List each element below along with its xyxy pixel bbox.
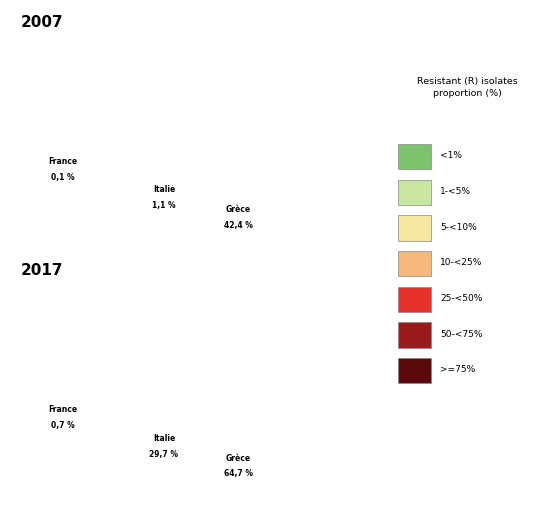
Text: <1%: <1% [440, 152, 462, 160]
Text: 2017: 2017 [20, 263, 63, 278]
Text: Grèce: Grèce [225, 205, 251, 214]
FancyBboxPatch shape [398, 322, 431, 348]
Text: 0,7 %: 0,7 % [51, 421, 75, 430]
Text: 5-<10%: 5-<10% [440, 223, 477, 232]
Text: 10-<25%: 10-<25% [440, 259, 483, 267]
Text: 42,4 %: 42,4 % [224, 221, 252, 230]
Text: Resistant (R) isolates
proportion (%): Resistant (R) isolates proportion (%) [417, 77, 517, 98]
Text: 64,7 %: 64,7 % [224, 469, 252, 479]
Text: Italie: Italie [153, 186, 175, 195]
FancyBboxPatch shape [398, 358, 431, 383]
Text: 1,1 %: 1,1 % [152, 201, 176, 210]
Text: 29,7 %: 29,7 % [149, 450, 179, 458]
Text: 1-<5%: 1-<5% [440, 187, 471, 196]
Text: France: France [48, 157, 77, 166]
Text: France: France [48, 405, 77, 414]
FancyBboxPatch shape [398, 286, 431, 312]
Text: 0,1 %: 0,1 % [51, 172, 74, 182]
Text: 2007: 2007 [20, 15, 63, 30]
Text: >=75%: >=75% [440, 366, 476, 374]
Text: 25-<50%: 25-<50% [440, 294, 483, 303]
Text: Grèce: Grèce [225, 454, 251, 463]
Text: 50-<75%: 50-<75% [440, 330, 483, 339]
FancyBboxPatch shape [398, 179, 431, 205]
Text: Italie: Italie [153, 434, 175, 443]
FancyBboxPatch shape [398, 251, 431, 276]
FancyBboxPatch shape [398, 215, 431, 241]
FancyBboxPatch shape [398, 144, 431, 169]
